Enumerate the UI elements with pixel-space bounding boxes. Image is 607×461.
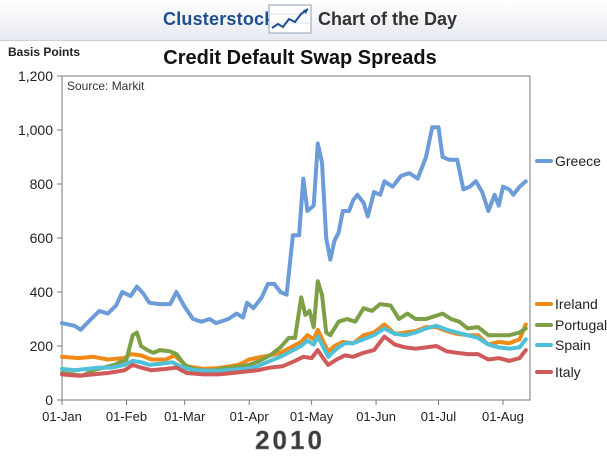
x-tick-label: 01-Jun: [356, 409, 396, 424]
y-tick-label: 0: [45, 392, 53, 408]
legend-label-spain: Spain: [555, 337, 591, 353]
legend-label-portugal: Portugal: [555, 317, 607, 333]
y-tick-label: 600: [30, 230, 54, 246]
x-tick-label: 01-Mar: [164, 409, 206, 424]
chart-of-the-day-banner: Clusterstock Chart of the Day: [0, 0, 607, 41]
chart-of-the-day-label: Chart of the Day: [318, 9, 458, 29]
series-line-portugal: [60, 279, 528, 378]
x-tick-label: 01-Feb: [106, 409, 147, 424]
source-note: Source: Markit: [67, 79, 145, 93]
axes: 0 200 400 600 800 1,000 1,200 01-Jan 01-Feb 01-Ma…: [18, 68, 524, 424]
chart-area: Basis Points Credit Default Swap Spreads…: [0, 40, 607, 456]
x-tick-label: 01-Aug: [482, 409, 524, 424]
y-tick-label: 800: [30, 176, 54, 192]
x-tick-label: 01-May: [290, 409, 334, 424]
legend-label-italy: Italy: [555, 364, 581, 380]
y-tick-label: 1,000: [18, 122, 53, 138]
series-lines: [60, 125, 528, 378]
y-tick-label: 200: [30, 338, 54, 354]
year-label: 2010: [255, 425, 325, 455]
y-tick-label: 1,200: [18, 68, 53, 84]
x-tick-label: 01-Jul: [421, 409, 457, 424]
cds-spreads-chart: Basis Points Credit Default Swap Spreads…: [8, 45, 607, 455]
brand-name: Clusterstock: [163, 9, 275, 29]
y-axis-label: Basis Points: [8, 45, 80, 59]
y-tick-label: 400: [30, 284, 54, 300]
legend-label-greece: Greece: [555, 153, 601, 169]
chart-title: Credit Default Swap Spreads: [163, 47, 436, 69]
x-tick-label: 01-Jan: [42, 409, 82, 424]
legend: Greece Ireland Portugal Spain Italy: [535, 153, 607, 380]
series-line-italy: [60, 334, 528, 378]
chart-trend-icon: [268, 4, 312, 34]
series-line-spain: [60, 323, 528, 373]
x-tick-label: 01-Apr: [230, 409, 270, 424]
series-line-greece: [60, 125, 528, 332]
legend-label-ireland: Ireland: [555, 296, 598, 312]
